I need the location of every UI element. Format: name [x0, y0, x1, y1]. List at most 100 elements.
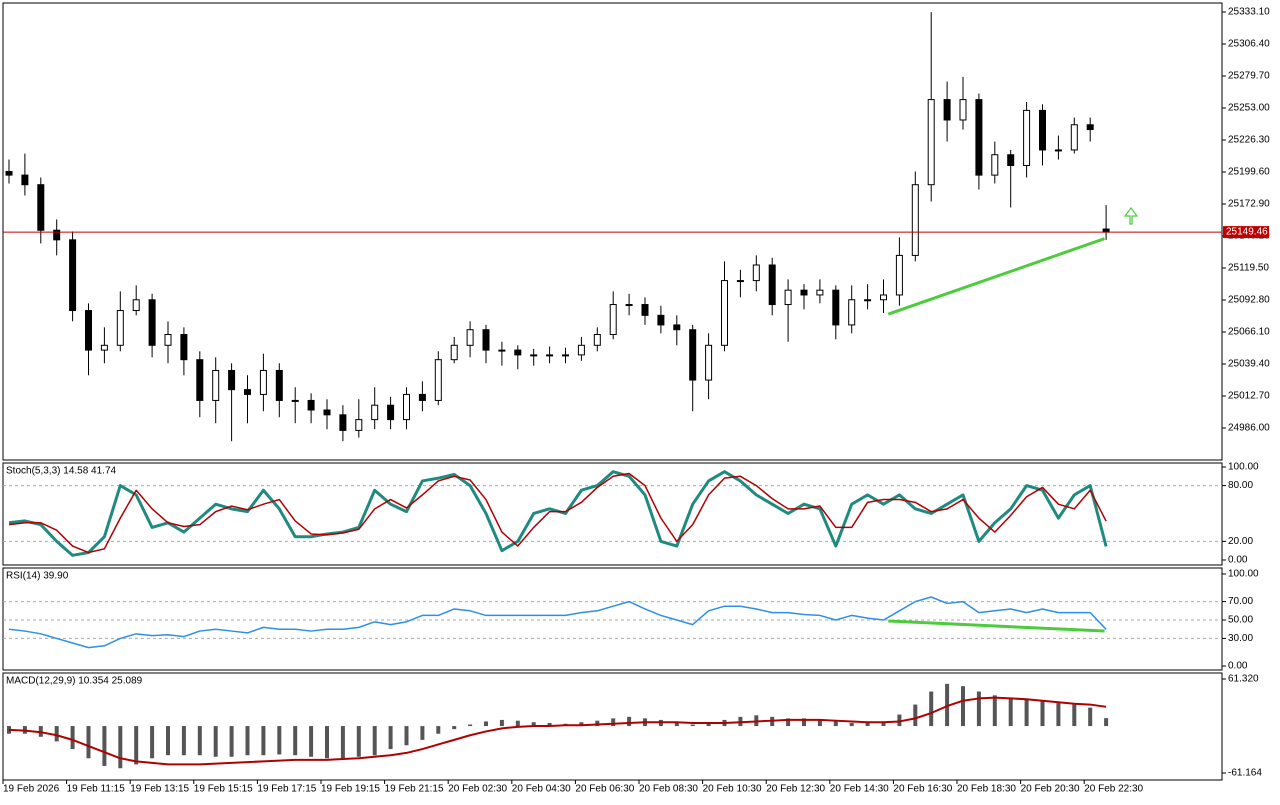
indicator-line — [8, 596, 1107, 649]
histogram-bar — [404, 726, 409, 746]
candle-body — [307, 399, 315, 411]
histogram-bar — [102, 726, 107, 766]
candle-body — [880, 294, 887, 301]
candle-body — [752, 264, 760, 282]
buy-arrow — [1123, 207, 1139, 225]
trendline — [887, 237, 1106, 316]
histogram-bar — [690, 724, 695, 727]
candle-body — [291, 399, 299, 402]
candle-body — [943, 99, 951, 121]
indicator-panel-frame — [2, 462, 1223, 566]
candle-body — [864, 299, 872, 302]
candle-body — [450, 344, 458, 361]
histogram-bar — [420, 726, 425, 740]
candle-body — [21, 174, 29, 186]
histogram-bar — [134, 726, 139, 765]
x-tick-label: 20 Feb 08:30 — [639, 784, 698, 795]
y-tick-label: 25119.50 — [1228, 263, 1269, 274]
histogram-bar — [245, 726, 250, 756]
y-tick-label: 50.00 — [1228, 615, 1253, 626]
candle-body — [736, 280, 744, 283]
histogram-bar — [356, 726, 361, 757]
candle-body — [546, 354, 554, 357]
x-tick-label: 20 Feb 04:30 — [512, 784, 571, 795]
candle-body — [768, 264, 776, 306]
y-tick-label: 24986.00 — [1228, 423, 1270, 434]
candle-body — [657, 314, 665, 326]
candle-body — [387, 404, 395, 421]
candle-body — [975, 99, 983, 176]
current-price-label: 25149.46 — [1226, 227, 1268, 238]
candle-body — [705, 344, 713, 381]
histogram-bar — [309, 726, 314, 757]
histogram-bar — [277, 726, 282, 755]
candle-body — [403, 393, 410, 421]
histogram-bar — [118, 726, 123, 769]
y-tick-label: 25012.70 — [1228, 391, 1270, 402]
candle-body — [37, 184, 45, 231]
x-tick-label: 19 Feb 13:15 — [130, 784, 189, 795]
candle-body — [466, 329, 474, 346]
indicator-label: RSI(14) 39.90 — [6, 571, 69, 582]
x-tick-label: 20 Feb 20:30 — [1021, 784, 1080, 795]
candle-body — [991, 154, 999, 176]
trendline — [888, 619, 1105, 633]
histogram-bar — [436, 726, 441, 734]
histogram-bar — [468, 724, 473, 727]
histogram-bar — [70, 726, 75, 750]
x-tick-label: 19 Feb 2026 — [3, 784, 60, 795]
candle-body — [196, 359, 204, 401]
y-tick-label: 100.00 — [1228, 569, 1259, 580]
x-tick-label: 20 Feb 06:30 — [575, 784, 634, 795]
candle-body — [85, 310, 92, 351]
histogram-bar — [706, 723, 711, 727]
candle-body — [577, 344, 585, 356]
candle-body — [164, 334, 172, 346]
candle-body — [5, 171, 13, 176]
candle-body — [69, 239, 77, 312]
histogram-bar — [229, 726, 234, 757]
histogram-bar — [388, 726, 393, 750]
x-tick-label: 19 Feb 17:15 — [257, 784, 316, 795]
candle-body — [530, 354, 538, 357]
candle-body — [180, 334, 188, 361]
candle-body — [259, 369, 267, 395]
histogram-bar — [897, 714, 902, 727]
x-tick-label: 19 Feb 15:15 — [194, 784, 253, 795]
candle-body — [148, 299, 156, 346]
histogram-bar — [881, 721, 886, 727]
histogram-bar — [181, 726, 186, 756]
histogram-bar — [945, 683, 950, 727]
histogram-bar — [150, 726, 155, 759]
histogram-bar — [833, 721, 838, 727]
candle-body — [625, 304, 633, 307]
candle-body — [1086, 124, 1094, 131]
histogram-bar — [86, 726, 91, 759]
candle-body — [593, 334, 601, 346]
candle-body — [339, 414, 347, 431]
candle-body — [1070, 124, 1078, 151]
y-tick-label: 25279.70 — [1228, 71, 1270, 82]
candle-body — [1023, 109, 1031, 167]
x-tick-label: 19 Feb 19:15 — [321, 784, 380, 795]
x-tick-label: 20 Feb 14:30 — [830, 784, 889, 795]
candle-body — [116, 310, 124, 346]
y-tick-label: 25253.00 — [1228, 103, 1270, 114]
candle-body — [514, 349, 522, 356]
histogram-bar — [372, 726, 377, 756]
candle-body — [244, 389, 251, 395]
price-panel-frame — [2, 2, 1223, 461]
x-tick-label: 19 Feb 21:15 — [385, 784, 444, 795]
candle-body — [418, 393, 426, 401]
histogram-bar — [1040, 701, 1045, 727]
candle-body — [816, 289, 824, 296]
indicator-panel-frame — [2, 567, 1223, 671]
y-tick-label: 25306.40 — [1228, 39, 1270, 50]
histogram-bar — [674, 722, 679, 727]
histogram-bar — [325, 726, 329, 759]
y-tick-label: 25199.60 — [1228, 167, 1270, 178]
y-tick-label: 70.00 — [1228, 596, 1253, 607]
x-tick-label: 20 Feb 10:30 — [703, 784, 762, 795]
candle-body — [1054, 149, 1062, 152]
histogram-bar — [1056, 703, 1061, 727]
